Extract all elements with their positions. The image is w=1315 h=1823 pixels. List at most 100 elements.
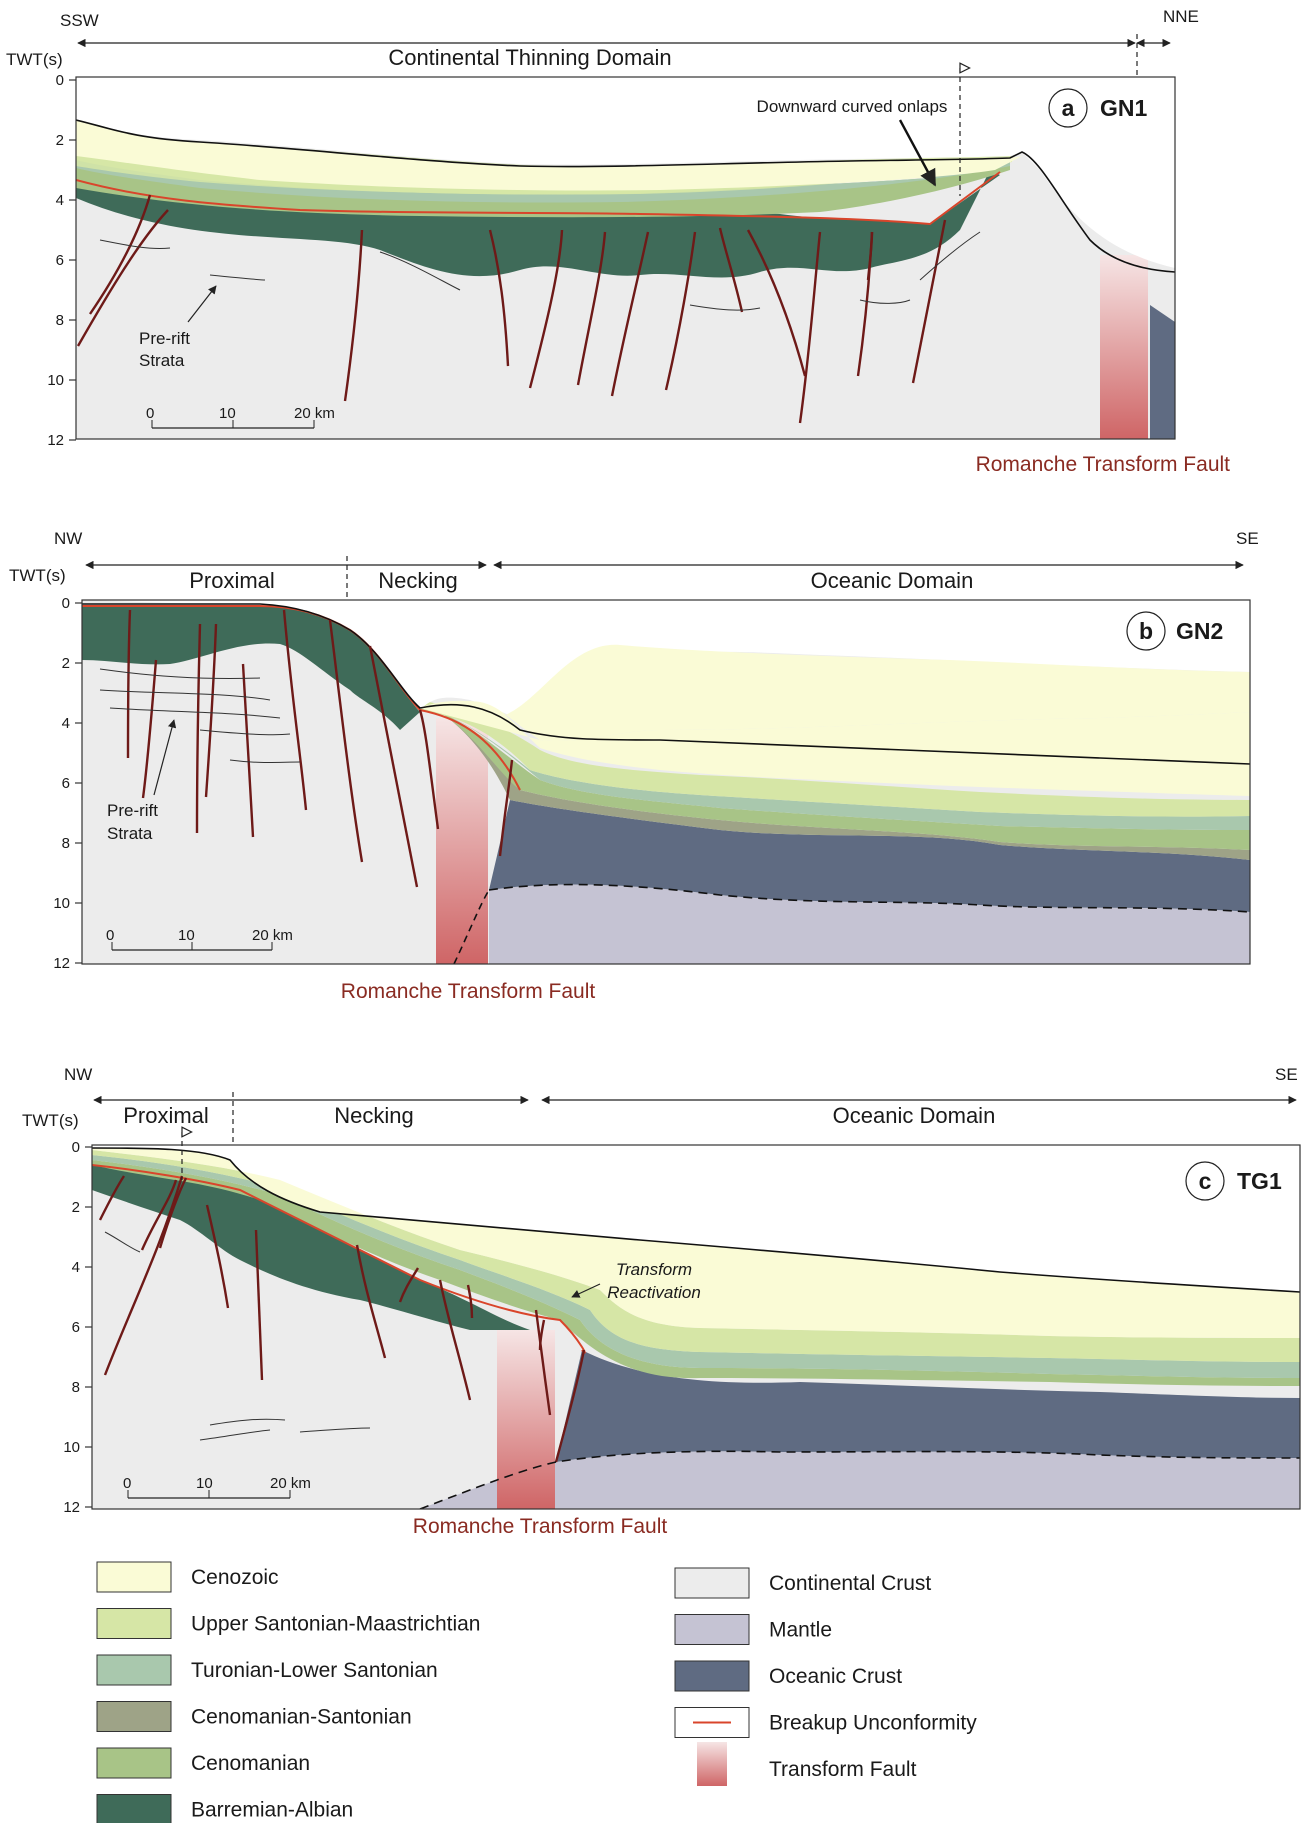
y-tick-label: 6 [62,775,70,792]
panel-b-domain-oceanic: Oceanic Domain [811,568,974,593]
panel-a-scale-20: 20 km [294,405,335,422]
legend-label-turonian: Turonian-Lower Santonian [191,1659,438,1682]
panel-c-domain-oceanic: Oceanic Domain [833,1103,996,1128]
y-tick-label: 0 [56,72,64,89]
y-tick-label: 10 [53,895,70,912]
panel-b-domain-proximal: Proximal [189,568,275,593]
panel-a-scale-10: 10 [219,405,236,422]
panel-a-transform-fault [1100,255,1148,439]
panel-c-transform-fault [497,1330,555,1509]
legend-swatch-cenozoic [96,1561,172,1593]
panel-a-section-name: GN1 [1100,95,1148,121]
panel-b-domain-necking: Necking [378,568,457,593]
y-tick-label: 2 [56,132,64,149]
panel-c-domain-necking: Necking [334,1103,413,1128]
panel-c-barremian-albian [92,1165,530,1330]
panel-b-mantle [489,884,1250,964]
panel-b-section-name: GN2 [1176,618,1223,644]
panel-b-oceanic-crust [489,800,1250,912]
panel-c-upper-santonian [92,1150,1300,1362]
panel-b-transform-fault [436,718,488,964]
panel-c-reactivation-label: Reactivation [607,1283,701,1302]
panel-a-oceanic-crust [1150,305,1175,439]
panel-a-axis-label: TWT(s) [6,50,63,69]
panel-b-prerift-label: Pre-rift [107,801,158,820]
panel-a-cenomanian [76,148,1010,218]
legend-label-cenomanian: Cenomanian [191,1752,310,1775]
legend-label-cenomanian_santonian: Cenomanian-Santonian [191,1706,412,1729]
panel-c-strata-lines [104,1231,371,1441]
panel-c-cenozoic [92,1148,1300,1338]
panel-a-pre-rift-strata-lines [99,231,981,311]
legend-label-barremian: Barremian-Albian [191,1799,353,1822]
panel-c-scale-0: 0 [123,1475,131,1492]
panel-c-domain-proximal: Proximal [123,1103,209,1128]
panel-a-onlap-annotation: Downward curved onlaps [757,97,948,116]
y-tick-label: 4 [56,192,64,209]
legend-label-transform: Transform Fault [769,1758,917,1781]
panel-a-scale-bar: 0 10 20 km [146,405,335,429]
panel-a-water [76,77,1175,268]
y-tick-label: 6 [56,252,64,269]
panel-c-transform-label: Transform [616,1260,692,1279]
legend-label-oceanic: Oceanic Crust [769,1665,902,1688]
panel-b: NW SE Proximal Necking Oceanic Domain TW… [9,529,1259,1003]
legend-swatch-transform [697,1742,727,1786]
panel-a-y-axis: 0 2 4 6 8 10 12 [47,72,76,449]
panel-a-barremian-albian [76,170,1000,278]
panel-c-turonian [92,1155,1300,1378]
panel-b-scale-bar: 0 10 20 km [106,927,293,951]
panel-c-oceanic-crust [556,1350,1300,1462]
panel-b-y-axis: 0 2 4 6 8 10 12 [53,595,82,972]
panel-a-normal-faults [76,194,947,424]
legend-swatch-cenomanian_santonian [96,1701,172,1732]
panel-a-scale-0: 0 [146,405,154,422]
legend: Cenozoic Upper Santonian-Maastrichtian Tur… [96,1561,977,1823]
panel-b-scale-0: 0 [106,927,114,944]
y-tick-label: 12 [53,955,70,972]
legend-label-cenozoic: Cenozoic [191,1566,279,1589]
panel-a-strata-label: Strata [139,351,185,370]
legend-label-breakup: Breakup Unconformity [769,1712,977,1735]
legend-swatch-upper_santonian [96,1608,172,1639]
panel-a-section [76,77,1175,439]
legend-swatch-turonian [96,1654,172,1686]
panel-b-right-direction: SE [1236,529,1259,548]
panel-c-normal-faults [98,1175,586,1463]
panel-c-cenomanian [92,1160,1300,1386]
legend-swatch-barremian [96,1794,172,1823]
y-tick-label: 4 [72,1259,80,1276]
panel-c-breakup-unconformity [92,1164,586,1354]
panel-c-mantle [420,1451,1300,1509]
panel-c-section [92,1145,1300,1509]
y-tick-label: 2 [72,1199,80,1216]
panel-a: SSW NNE Continental Thinning Domain TWT(… [6,7,1230,476]
panel-b-letter: b [1139,618,1153,644]
y-tick-label: 10 [63,1439,80,1456]
y-tick-label: 8 [72,1379,80,1396]
panel-c-axis-label: TWT(s) [22,1111,79,1130]
panel-b-left-direction: NW [54,529,82,548]
legend-label-mantle: Mantle [769,1619,832,1642]
panel-b-cenozoic [420,700,1250,796]
legend-label-continental: Continental Crust [769,1572,931,1595]
panel-c-scale-20: 20 km [270,1475,311,1492]
panel-b-turonian [440,712,1250,830]
y-tick-label: 2 [62,655,70,672]
panel-c: NW SE Proximal Necking Oceanic Domain TW… [22,1065,1301,1538]
panel-c-y-axis: 0 2 4 6 8 10 12 [63,1139,92,1516]
panel-a-domain-continental-thinning: Continental Thinning Domain [388,45,671,70]
y-tick-label: 0 [72,1139,80,1156]
panel-b-pre-rift-strata-lines [99,668,301,763]
panel-b-cenomanian-santonian [440,712,1250,860]
y-tick-label: 4 [62,715,70,732]
panel-b-axis-label: TWT(s) [9,566,66,585]
panel-a-fault-label: Romanche Transform Fault [976,453,1231,476]
panel-b-normal-faults [126,609,514,888]
panel-c-right-direction: SE [1275,1065,1298,1084]
panel-b-scale-20: 20 km [252,927,293,944]
panel-a-letter: a [1062,95,1075,121]
legend-label-upper_santonian: Upper Santonian-Maastrichtian [191,1613,481,1636]
panel-b-upper-santonian [420,700,1250,817]
